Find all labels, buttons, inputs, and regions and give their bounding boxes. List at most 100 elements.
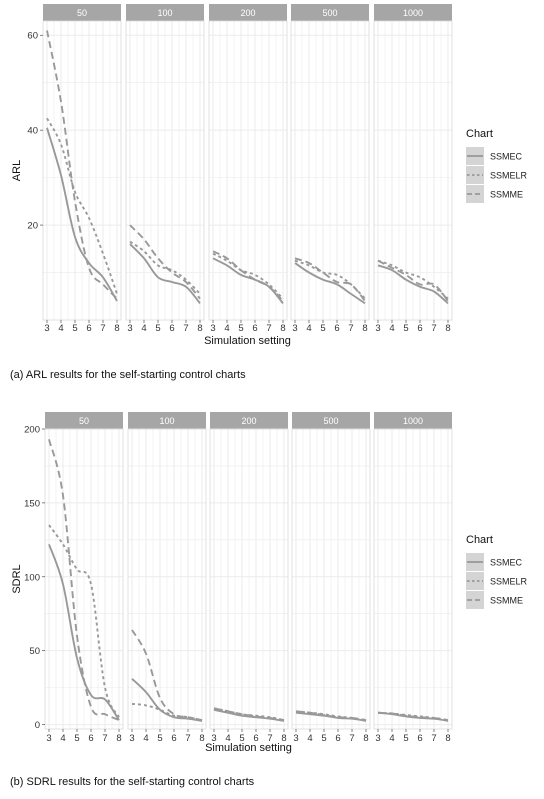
x-tick-label: 6 — [171, 733, 176, 744]
legend-item-ssmme: SSMME — [490, 596, 523, 606]
x-tick-label: 7 — [266, 323, 271, 334]
x-tick-label: 5 — [239, 733, 244, 744]
facet-strip-label: 200 — [240, 8, 255, 18]
x-tick-label: 6 — [86, 323, 91, 334]
facet-strip — [126, 4, 204, 21]
gridlines — [209, 21, 287, 320]
arl-panel-100: 100 3 4 5 6 7 8 — [125, 4, 205, 334]
y-tick-label: 0 — [35, 720, 40, 731]
facet-strip — [128, 412, 206, 429]
series-line-ssmelr — [131, 702, 203, 722]
y-tick-label: 60 — [27, 31, 38, 42]
series-line-ssmelr — [46, 117, 118, 295]
legend-title: Chart — [466, 128, 493, 140]
y-tick-label: 50 — [29, 646, 40, 657]
x-tick-label: 6 — [417, 733, 422, 744]
x-tick-label: 6 — [252, 323, 257, 334]
facet-strip — [45, 412, 123, 429]
x-tick-label: 4 — [306, 323, 311, 334]
gridlines — [374, 428, 452, 729]
x-tick-label: 6 — [334, 323, 339, 334]
x-tick-label: 6 — [169, 323, 174, 334]
facet-strip-label: 50 — [77, 8, 87, 18]
x-tick-label: 3 — [44, 323, 49, 334]
series-line-ssmme — [129, 224, 201, 300]
x-tick-label: 7 — [183, 323, 188, 334]
y-tick-label: 40 — [27, 126, 38, 137]
panel-border — [290, 20, 370, 321]
x-tick-label: 3 — [375, 323, 380, 334]
facet-strip-label: 50 — [79, 416, 89, 426]
panel-border — [44, 428, 124, 730]
legend: Chart SSMEC SSMELR SSMME — [466, 128, 528, 203]
series-line-ssmelr — [377, 259, 449, 300]
series-line-ssmelr — [294, 259, 366, 300]
x-tick-label: 7 — [100, 323, 105, 334]
series-line-ssmelr — [212, 252, 284, 300]
legend-key — [466, 166, 484, 184]
gridlines — [210, 428, 288, 729]
x-tick-label: 8 — [116, 733, 121, 744]
gridlines — [291, 21, 369, 320]
x-tick-label: 7 — [267, 733, 272, 744]
gridlines — [292, 428, 370, 729]
gridlines — [128, 428, 206, 729]
sdrl-panel-50: 50 3 4 5 6 7 8 0 50 100 150 200 — [24, 412, 124, 744]
x-tick-label: 7 — [102, 733, 107, 744]
caption-arl: (a) ARL results for the self-starting co… — [10, 369, 246, 381]
x-tick-label: 6 — [88, 733, 93, 744]
y-tick-label: 200 — [24, 425, 40, 436]
x-tick-label: 4 — [307, 733, 312, 744]
legend-item-ssmec: SSMEC — [490, 558, 523, 568]
x-tick-label: 5 — [157, 733, 162, 744]
legend-title: Chart — [466, 534, 493, 546]
panel-border — [209, 428, 289, 730]
x-tick-label: 8 — [114, 323, 119, 334]
x-tick-label: 7 — [348, 323, 353, 334]
facet-strip — [210, 412, 288, 429]
series-line-ssmme — [377, 259, 449, 302]
series-line-ssmec — [377, 264, 449, 305]
x-tick-label: 5 — [238, 323, 243, 334]
sdrl-panel-1000: 1000 3 4 5 6 7 8 — [373, 412, 453, 744]
x-tick-label: 5 — [74, 733, 79, 744]
facet-strip — [374, 4, 452, 21]
series-line-ssmec — [129, 243, 201, 305]
x-tick-label: 5 — [321, 733, 326, 744]
facet-strip-label: 100 — [157, 8, 172, 18]
panel-border — [42, 20, 122, 321]
panel-border — [373, 428, 453, 730]
series-line-ssmme — [213, 707, 285, 722]
x-tick-label: 7 — [431, 733, 436, 744]
facet-strip-label: 500 — [323, 416, 338, 426]
series-line-ssmec — [46, 127, 118, 302]
x-tick-label: 5 — [403, 733, 408, 744]
panel-border — [127, 428, 207, 730]
y-tick-label: 20 — [27, 221, 38, 232]
facet-strip — [292, 412, 370, 429]
y-axis-label: SDRL — [11, 564, 23, 593]
x-tick-label: 8 — [363, 733, 368, 744]
x-axis-label: Simulation setting — [205, 742, 292, 754]
y-axis-label: ARL — [11, 160, 23, 181]
x-tick-label: 4 — [141, 323, 146, 334]
facet-strip-label: 1000 — [403, 416, 423, 426]
panel-border — [208, 20, 288, 321]
legend-item-ssmelr: SSMELR — [490, 577, 528, 587]
x-tick-label: 8 — [362, 323, 367, 334]
legend-item-ssmec: SSMEC — [490, 152, 523, 162]
series-line-ssmme — [294, 257, 366, 302]
facet-strip — [209, 4, 287, 21]
facet-strip-label: 100 — [159, 416, 174, 426]
facet-strip-label: 200 — [241, 416, 256, 426]
series-line-ssmec — [131, 678, 203, 722]
x-tick-label: 3 — [46, 733, 51, 744]
x-tick-label: 4 — [224, 323, 229, 334]
x-tick-label: 5 — [155, 323, 160, 334]
x-tick-label: 5 — [320, 323, 325, 334]
x-tick-label: 7 — [185, 733, 190, 744]
series-line-ssmec — [294, 262, 366, 305]
x-tick-label: 3 — [127, 323, 132, 334]
legend: Chart SSMEC SSMELR SSMME — [466, 534, 528, 609]
